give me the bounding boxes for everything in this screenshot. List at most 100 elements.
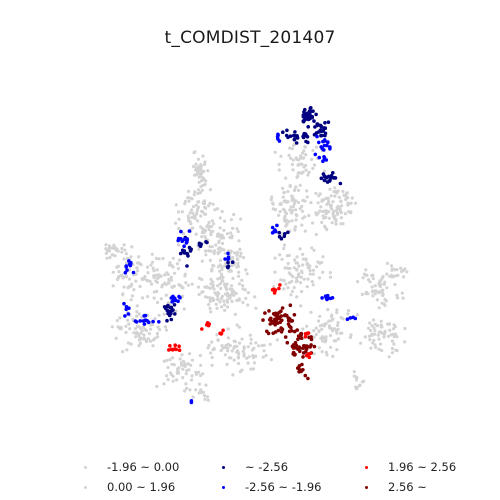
map-point xyxy=(200,235,203,238)
map-point xyxy=(275,224,279,228)
map-point xyxy=(236,350,239,353)
map-point xyxy=(113,247,116,250)
map-point xyxy=(274,319,278,323)
map-point xyxy=(396,296,399,299)
map-point xyxy=(120,326,123,329)
map-point xyxy=(282,287,285,290)
map-point xyxy=(306,125,310,129)
map-point xyxy=(282,191,285,194)
map-point xyxy=(302,110,306,114)
map-point xyxy=(381,292,384,295)
map-point xyxy=(161,283,164,286)
map-point xyxy=(190,227,193,230)
map-point xyxy=(297,164,300,167)
map-point xyxy=(195,233,198,236)
map-point xyxy=(130,298,133,301)
map-point xyxy=(310,246,313,249)
map-point xyxy=(320,328,323,331)
map-point xyxy=(226,347,229,350)
map-point xyxy=(219,226,222,229)
map-point xyxy=(385,286,388,289)
map-point xyxy=(378,291,381,294)
map-point xyxy=(192,151,195,154)
map-point xyxy=(305,332,309,336)
legend-item-neg-1-96-to-0: -1.96 ~ 0.00 xyxy=(84,458,179,476)
map-point xyxy=(288,147,291,150)
map-point xyxy=(246,303,249,306)
map-point xyxy=(293,286,296,289)
map-point xyxy=(227,255,231,259)
map-point xyxy=(173,312,177,316)
legend-item-neg-2-56-to-neg-1-96: -2.56 ~ -1.96 xyxy=(222,478,321,496)
map-point xyxy=(179,230,183,234)
map-point xyxy=(218,300,221,303)
map-point xyxy=(241,284,244,287)
map-point xyxy=(122,276,125,279)
map-point xyxy=(177,243,180,246)
map-point xyxy=(215,293,218,296)
map-point xyxy=(304,374,308,378)
map-point xyxy=(209,259,212,262)
map-point xyxy=(277,214,280,217)
map-point xyxy=(187,362,190,365)
map-point xyxy=(333,186,336,189)
map-point xyxy=(153,297,156,300)
map-point xyxy=(342,194,345,197)
map-point xyxy=(295,214,298,217)
map-point xyxy=(224,353,227,356)
map-point xyxy=(316,122,320,126)
map-point xyxy=(230,284,233,287)
map-point xyxy=(213,249,216,252)
map-point xyxy=(242,256,245,259)
map-point xyxy=(171,308,175,312)
map-point xyxy=(221,329,225,333)
map-point xyxy=(286,231,290,235)
map-point xyxy=(247,345,250,348)
map-point xyxy=(368,321,371,324)
map-point xyxy=(222,300,225,303)
map-point xyxy=(278,235,282,239)
map-point xyxy=(125,275,128,278)
map-point xyxy=(252,347,255,350)
map-point xyxy=(152,269,155,272)
map-point xyxy=(224,344,227,347)
map-point xyxy=(204,207,207,210)
map-point xyxy=(181,376,184,379)
map-point xyxy=(244,268,247,271)
map-point xyxy=(192,165,195,168)
map-point xyxy=(171,286,174,289)
map-point xyxy=(163,273,166,276)
map-point xyxy=(179,252,183,256)
map-point xyxy=(282,247,285,250)
map-point xyxy=(207,344,210,347)
map-point xyxy=(122,285,125,288)
map-point xyxy=(379,343,382,346)
map-point xyxy=(299,184,302,187)
map-point xyxy=(210,268,213,271)
legend-label: 0.00 ~ 1.96 xyxy=(107,480,175,494)
map-point xyxy=(211,356,214,359)
map-point xyxy=(293,138,297,142)
map-point xyxy=(295,344,299,348)
map-point xyxy=(296,175,299,178)
map-point xyxy=(288,271,291,274)
map-point xyxy=(317,330,320,333)
map-point xyxy=(186,252,190,256)
map-point xyxy=(173,272,176,275)
legend-item-below-neg-2-56: ~ -2.56 xyxy=(222,458,288,476)
map-point xyxy=(121,350,124,353)
map-point xyxy=(226,363,229,366)
map-point xyxy=(229,294,232,297)
map-point xyxy=(313,163,316,166)
map-point xyxy=(368,338,371,341)
map-point xyxy=(321,159,325,163)
map-point xyxy=(226,301,229,304)
map-point xyxy=(193,215,196,218)
map-point xyxy=(284,177,287,180)
map-point xyxy=(249,334,252,337)
map-point xyxy=(279,210,282,213)
map-point xyxy=(235,265,238,268)
map-point xyxy=(297,172,300,175)
map-point xyxy=(278,253,281,256)
map-point xyxy=(307,352,311,356)
